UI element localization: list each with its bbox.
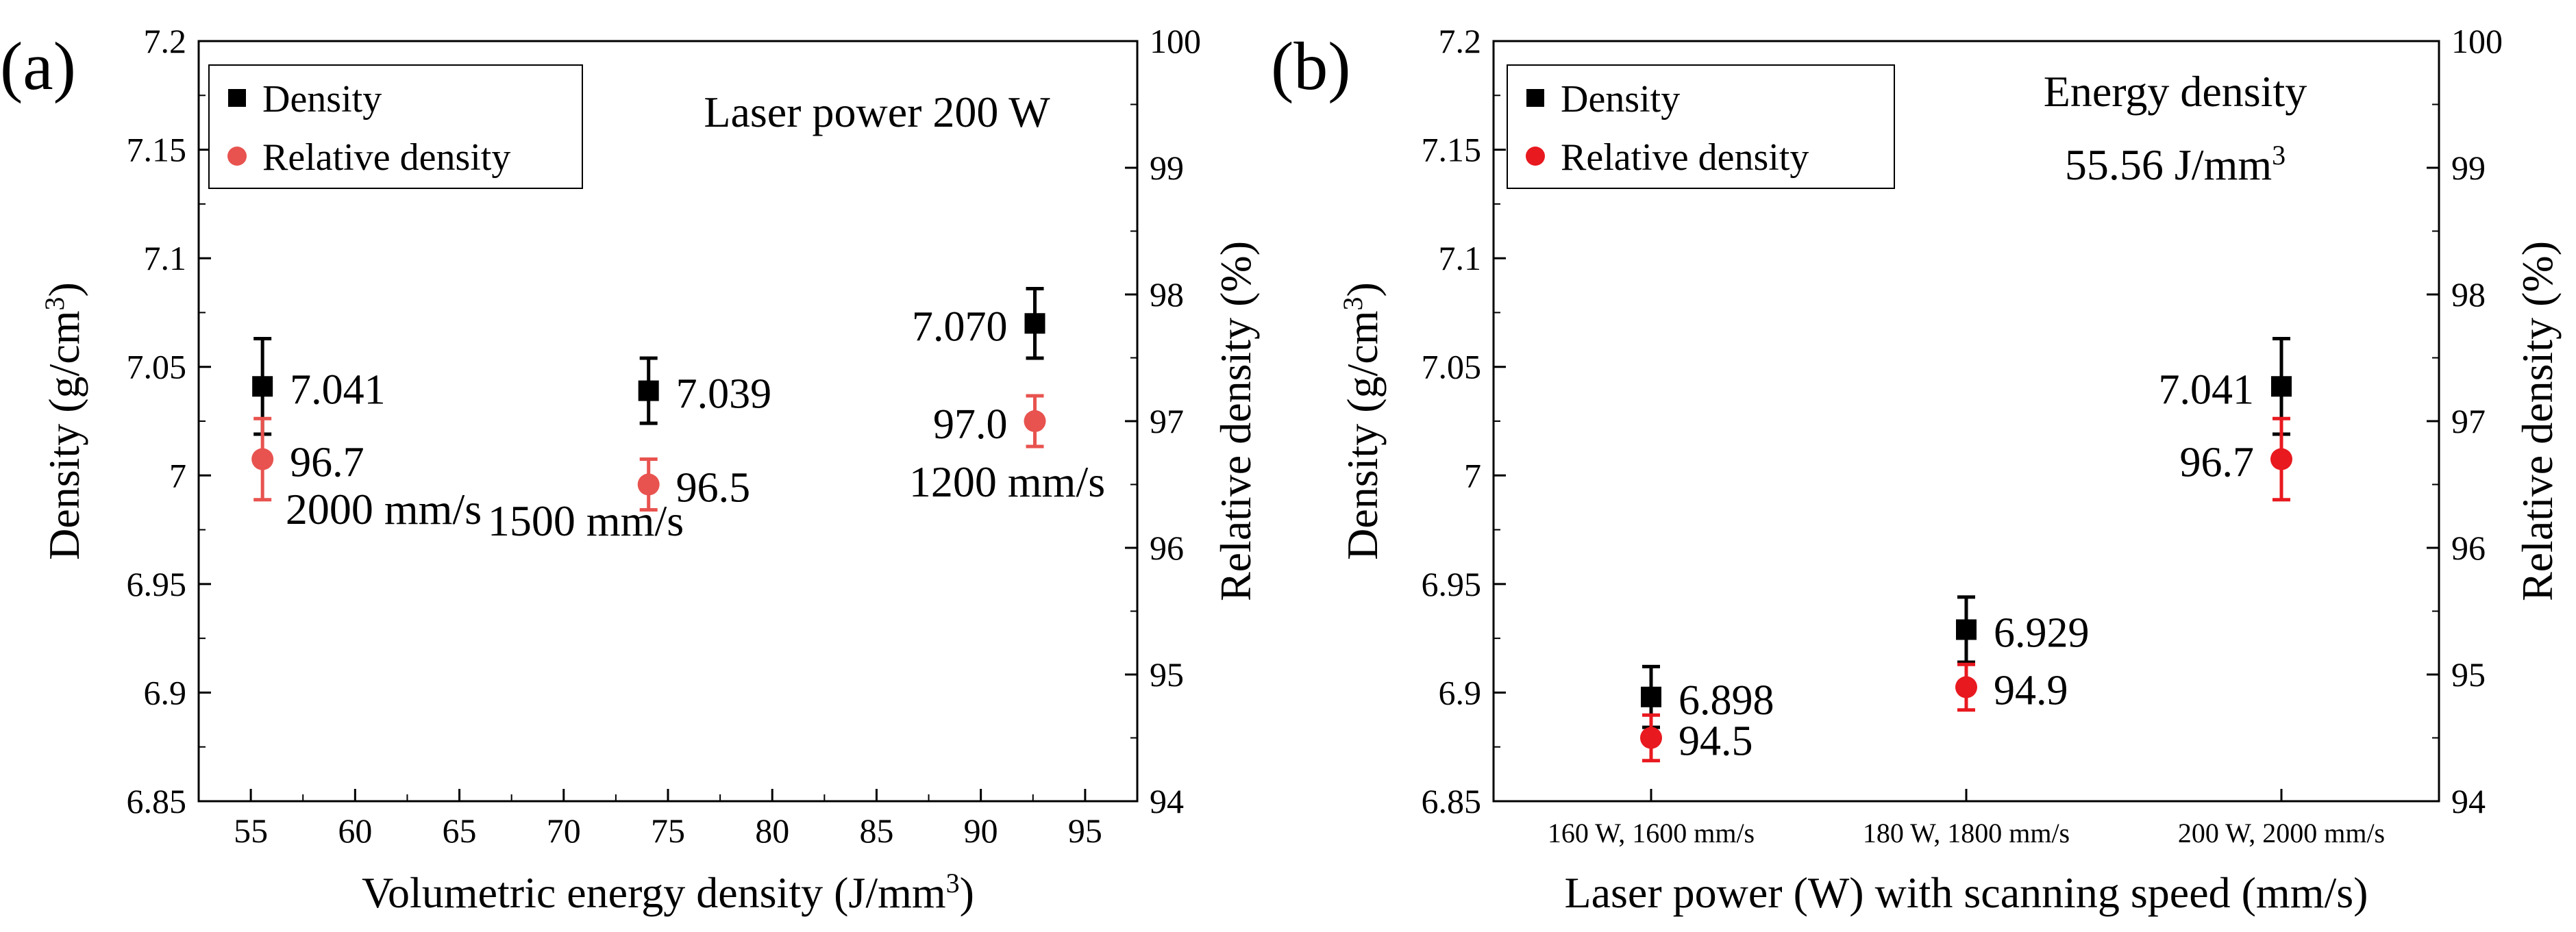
panel-b: 6.85 6.9 6.95 7 7.05 7.1 7.15 7.2 94 95 96 97 98 99 10… [1271, 22, 2562, 917]
data-point-density [638, 380, 659, 401]
legend-box [1507, 64, 1895, 189]
y-right-tick-label: 94 [1150, 782, 1184, 820]
data-label: 7.070 [912, 303, 1008, 350]
y-left-tick-label: 6.85 [1422, 782, 1482, 820]
y-right-tick-label: 100 [1150, 22, 1201, 60]
data-label: 97.0 [933, 401, 1008, 448]
y-right-tick-label: 96 [2451, 529, 2486, 567]
data-point-relative-density [2270, 448, 2292, 470]
data-point-relative-density [1024, 410, 1046, 432]
x-tick-label: 65 [443, 811, 477, 850]
data-label: 94.5 [1679, 718, 1753, 765]
panel-label: (a) [0, 28, 76, 104]
y-right-tick-label: 97 [1150, 402, 1184, 440]
x-tick-label: 90 [964, 811, 998, 850]
data-label: 96.7 [2180, 440, 2255, 486]
y-right-axis-label: Relative density (%) [1211, 241, 1260, 601]
y-right-tick-label: 98 [1150, 275, 1184, 314]
legend-entry: Relative density [1561, 136, 1809, 179]
data-point-relative-density [1640, 727, 1662, 749]
x-tick-label: 55 [234, 811, 268, 850]
y-right-tick-label: 94 [2451, 782, 2486, 820]
y-right-tick-label: 95 [2451, 655, 2486, 694]
y-right-tick-label: 99 [2451, 149, 2486, 187]
annotation: Laser power 200 W [704, 88, 1050, 136]
x-tick-label: 85 [859, 811, 893, 850]
x-tick-label: 60 [338, 811, 372, 850]
y-left-tick-label: 7 [169, 456, 186, 494]
x-tick-label: 70 [547, 811, 581, 850]
data-point-relative-density [1955, 676, 1977, 698]
legend-marker-square [1526, 89, 1544, 107]
y-left-tick-label: 7.1 [144, 239, 187, 277]
data-label: 6.929 [1994, 609, 2090, 656]
y-right-axis-label: Relative density (%) [2513, 241, 2562, 601]
y-left-tick-label: 7 [1464, 456, 1481, 494]
legend-entry: Relative density [262, 136, 510, 179]
x-tick-label: 200 W, 2000 mm/s [2178, 818, 2385, 848]
speed-label: 1500 mm/s [488, 496, 684, 545]
data-point-density [2271, 376, 2292, 397]
y-left-tick-label: 7.2 [1439, 22, 1482, 60]
x-tick-label: 95 [1068, 811, 1102, 850]
y-left-tick-label: 6.9 [1439, 673, 1482, 711]
data-point-density [1641, 686, 1661, 707]
annotation-line1: Energy density [2044, 67, 2307, 116]
legend-entry: Density [1561, 78, 1680, 121]
data-point-density [1956, 619, 1977, 640]
x-tick-label: 80 [755, 811, 789, 850]
data-point-relative-density [251, 448, 274, 470]
y-left-tick-label: 7.15 [127, 131, 187, 169]
y-left-tick-label: 7.2 [144, 22, 187, 60]
y-left-tick-label: 7.05 [1422, 348, 1482, 386]
y-left-tick-label: 7.15 [1422, 131, 1482, 169]
data-point-relative-density [637, 473, 660, 496]
legend-box [208, 64, 583, 189]
y-left-tick-label: 6.95 [1422, 565, 1482, 603]
y-left-tick-label: 7.1 [1439, 239, 1482, 277]
data-label: 6.898 [1679, 677, 1774, 724]
legend-marker-circle [227, 147, 247, 166]
speed-label: 1200 mm/s [909, 457, 1105, 506]
y-left-tick-label: 6.95 [127, 565, 187, 603]
y-right-tick-label: 95 [1150, 655, 1184, 694]
annotation-line2: 55.56 J/mm3 [2065, 140, 2286, 190]
x-tick-label: 180 W, 1800 mm/s [1863, 818, 2070, 848]
data-label: 7.041 [290, 366, 386, 413]
data-label: 7.039 [676, 371, 772, 418]
y-right-tick-label: 98 [2451, 275, 2486, 314]
y-left-tick-label: 6.85 [127, 782, 187, 820]
data-point-density [1024, 313, 1045, 334]
x-tick-label: 75 [651, 811, 685, 850]
y-right-tick-label: 99 [1150, 149, 1184, 187]
data-label: 96.7 [290, 440, 364, 486]
legend-entry: Density [262, 78, 382, 121]
data-label: 7.041 [2159, 366, 2255, 413]
x-axis-label: Volumetric energy density (J/mm3) [362, 868, 974, 918]
y-left-tick-label: 7.05 [127, 348, 187, 386]
x-axis-label: Laser power (W) with scanning speed (mm/… [1565, 868, 2368, 917]
speed-label: 2000 mm/s [286, 485, 482, 533]
y-right-tick-label: 97 [2451, 402, 2486, 440]
x-tick-label: 160 W, 1600 mm/s [1548, 818, 1755, 848]
legend-marker-circle [1526, 147, 1545, 166]
legend-marker-square [228, 89, 246, 107]
data-label: 94.9 [1994, 668, 2068, 714]
y-left-axis-label: Density (g/cm3) [39, 282, 89, 560]
y-right-tick-label: 96 [1150, 529, 1184, 567]
y-left-tick-label: 6.9 [144, 673, 187, 711]
data-label: 96.5 [676, 465, 751, 512]
data-point-density [252, 376, 273, 397]
y-left-axis-label: Density (g/cm3) [1337, 282, 1387, 560]
y-right-tick-label: 100 [2451, 22, 2503, 60]
panel-a: 6.85 6.9 6.95 7 7.05 7.1 7.15 7.2 94 95 96 97 98 99 10… [0, 22, 1260, 917]
panel-label: (b) [1271, 28, 1351, 104]
